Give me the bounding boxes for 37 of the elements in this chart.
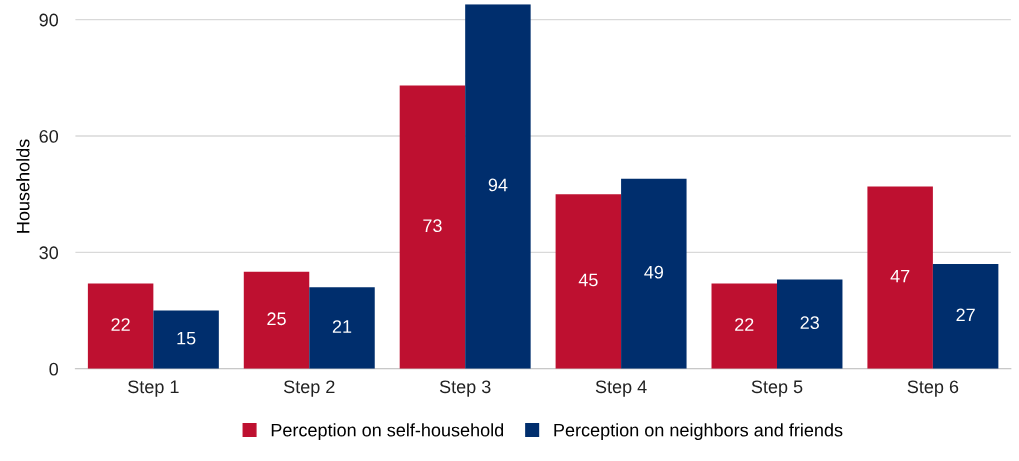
data-label: 21	[332, 320, 352, 333]
y-tick-label: 0	[49, 362, 59, 376]
data-label: 94	[488, 178, 508, 192]
data-label: 25	[267, 312, 286, 326]
bar	[399, 85, 466, 369]
data-label: 15	[177, 331, 196, 345]
y-tick-label: 30	[39, 246, 59, 260]
data-label: 23	[800, 316, 819, 330]
bar	[711, 283, 777, 369]
data-label: 49	[644, 265, 664, 279]
x-tick-label: Step 6	[907, 380, 959, 397]
data-label: 22	[111, 318, 130, 331]
y-tick-label: 60	[39, 129, 59, 143]
legend-label: Perception on neighbors and friends	[554, 423, 843, 441]
x-tick-label: Step 3	[439, 380, 491, 397]
bar	[243, 271, 310, 369]
data-label: 45	[578, 273, 598, 287]
x-tick-label: Step 2	[283, 380, 335, 397]
bar	[87, 283, 154, 369]
data-label: 22	[735, 318, 754, 331]
bar	[153, 310, 219, 369]
data-label: 73	[423, 219, 442, 233]
x-tick-label: Step 1	[128, 380, 179, 397]
legend-label: Perception on self-household	[271, 423, 504, 441]
bar	[867, 186, 933, 369]
bar	[776, 279, 843, 369]
bar	[555, 194, 622, 369]
y-tick-label: 90	[39, 13, 59, 27]
bar	[309, 287, 375, 369]
y-axis-title: Households	[16, 139, 30, 233]
bar	[465, 4, 531, 369]
bar	[621, 178, 687, 369]
data-label: 47	[890, 269, 910, 283]
x-tick-label: Step 5	[751, 380, 803, 397]
x-tick-label: Step 4	[595, 380, 647, 397]
data-label: 27	[956, 308, 975, 322]
bar	[932, 264, 999, 369]
